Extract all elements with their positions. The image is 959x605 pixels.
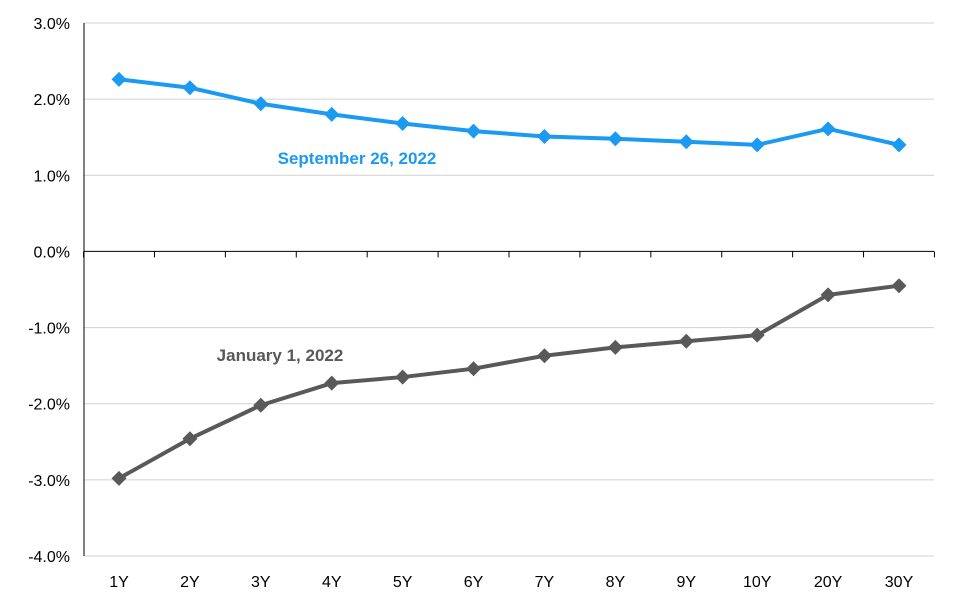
data-point-marker xyxy=(536,128,552,144)
data-point-marker xyxy=(111,71,127,87)
data-point-marker xyxy=(395,116,411,132)
data-point-marker xyxy=(891,137,907,153)
x-tick-label: 3Y xyxy=(251,574,271,591)
series-label-september-26-2022: September 26, 2022 xyxy=(278,149,437,168)
data-point-marker xyxy=(678,134,694,150)
data-point-marker xyxy=(253,397,269,413)
series-label-january-1-2022: January 1, 2022 xyxy=(217,346,344,365)
y-tick-labels: 3.0% 2.0% 1.0% 0.0% -1.0% -2.0% -3.0% -4.0% xyxy=(28,16,70,566)
series-group xyxy=(111,71,907,486)
y-tick-label: 1.0% xyxy=(34,168,70,185)
y-tick-label: 2.0% xyxy=(34,92,70,109)
x-tick-label: 4Y xyxy=(322,574,342,591)
data-point-marker xyxy=(182,431,198,447)
data-point-marker xyxy=(111,470,127,486)
data-point-marker xyxy=(253,96,269,112)
x-tick-label: 10Y xyxy=(743,574,772,591)
y-tick-label: 0.0% xyxy=(34,244,70,261)
y-tick-label: -3.0% xyxy=(28,473,70,490)
data-point-marker xyxy=(466,123,482,139)
data-point-marker xyxy=(607,339,623,355)
data-point-marker xyxy=(678,333,694,349)
x-tick-labels: 1Y 2Y 3Y 4Y 5Y 6Y 7Y 8Y 9Y 10Y 20Y 30Y xyxy=(109,574,913,591)
x-tick-label: 9Y xyxy=(676,574,696,591)
data-point-marker xyxy=(395,369,411,385)
data-point-marker xyxy=(182,80,198,96)
x-tick-label: 20Y xyxy=(814,574,843,591)
data-point-marker xyxy=(749,327,765,343)
y-tick-label: -4.0% xyxy=(28,549,70,566)
data-point-marker xyxy=(820,121,836,137)
axes xyxy=(83,23,935,556)
data-point-marker xyxy=(466,361,482,377)
data-point-marker xyxy=(536,348,552,364)
data-point-marker xyxy=(820,287,836,303)
y-tick-label: -2.0% xyxy=(28,397,70,414)
y-tick-label: 3.0% xyxy=(34,16,70,33)
x-tick-label: 1Y xyxy=(109,574,129,591)
data-point-marker xyxy=(891,278,907,294)
x-tick-label: 8Y xyxy=(606,574,626,591)
grid-lines xyxy=(84,22,934,557)
x-tick-label: 2Y xyxy=(180,574,200,591)
x-tick-label: 6Y xyxy=(464,574,484,591)
x-tick-label: 7Y xyxy=(535,574,555,591)
series-line-0 xyxy=(118,77,900,147)
y-tick-label: -1.0% xyxy=(28,321,70,338)
data-point-marker xyxy=(324,375,340,391)
x-tick-label: 5Y xyxy=(393,574,413,591)
data-point-marker xyxy=(749,137,765,153)
series-line-1 xyxy=(118,283,900,481)
x-tick-label: 30Y xyxy=(885,574,914,591)
data-point-marker xyxy=(324,106,340,122)
data-point-marker xyxy=(607,131,623,147)
